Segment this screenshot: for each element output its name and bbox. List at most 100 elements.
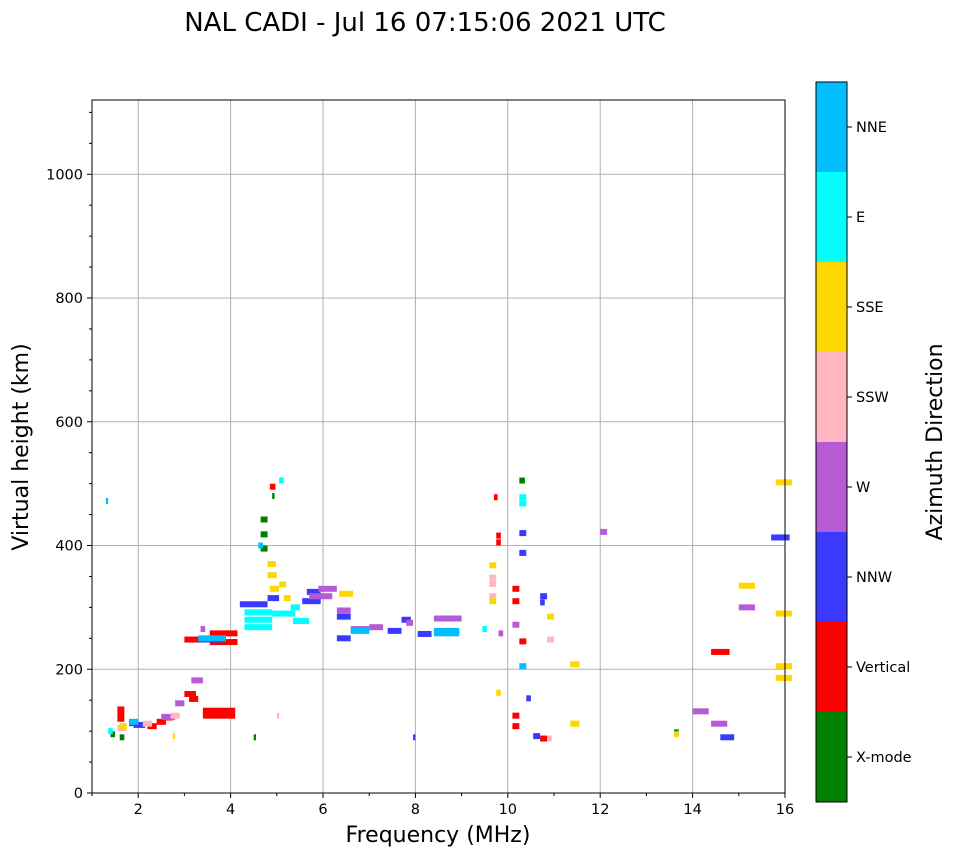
echo-point-sse bbox=[119, 723, 127, 730]
echo-point-vertical bbox=[184, 636, 201, 643]
echo-point-x-mode bbox=[519, 477, 525, 484]
x-tick-label: 16 bbox=[776, 802, 794, 818]
echo-point-vertical bbox=[496, 539, 501, 546]
colorbar-segment bbox=[816, 172, 847, 262]
colorbar-segment bbox=[816, 352, 847, 442]
x-tick-label: 6 bbox=[318, 802, 327, 818]
colorbar-frame bbox=[815, 81, 848, 803]
plot-marks bbox=[105, 477, 792, 742]
echo-point-w bbox=[406, 619, 414, 626]
echo-point-ssw bbox=[489, 574, 497, 581]
colorbar-segment bbox=[816, 82, 847, 172]
echo-point-e bbox=[290, 604, 300, 611]
echo-point-x-mode bbox=[260, 516, 268, 523]
echo-point-vertical bbox=[512, 723, 520, 730]
y-axis-title: Virtual height (km) bbox=[9, 343, 34, 550]
echo-point-w bbox=[336, 607, 351, 614]
echo-point-nnw bbox=[413, 734, 416, 741]
echo-point-nnw bbox=[533, 733, 541, 740]
echo-point-sse bbox=[775, 610, 792, 617]
x-tick-label: 10 bbox=[499, 802, 517, 818]
echo-point-vertical bbox=[202, 707, 236, 714]
echo-point-sse bbox=[570, 661, 580, 668]
grid-lines bbox=[92, 100, 786, 794]
echo-point-nnw bbox=[540, 599, 545, 606]
echo-point-e bbox=[292, 617, 310, 624]
echo-point-w bbox=[318, 585, 337, 592]
echo-point-w bbox=[309, 593, 333, 600]
echo-point-x-mode bbox=[260, 531, 268, 538]
colorbar-label: NNW bbox=[856, 570, 892, 586]
echo-point-e bbox=[519, 500, 527, 507]
colorbar-label: NNE bbox=[856, 120, 887, 136]
echo-point-vertical bbox=[189, 695, 199, 702]
echo-point-vertical bbox=[209, 630, 238, 637]
echo-point-nnw bbox=[306, 588, 321, 595]
colorbar-segment bbox=[816, 442, 847, 532]
colorbar-label: X-mode bbox=[856, 750, 912, 766]
echo-point-nnw bbox=[401, 616, 411, 623]
colorbar: X-mode Vertical NNW W SSW SSE E NNE bbox=[815, 81, 912, 803]
echo-point-e bbox=[244, 609, 273, 616]
echo-point-vertical bbox=[184, 691, 196, 697]
echo-point-x-mode bbox=[272, 493, 275, 499]
echo-point-w bbox=[191, 677, 203, 684]
echo-point-ssw bbox=[170, 712, 180, 719]
echo-point-w bbox=[161, 713, 176, 720]
x-axis-title: Frequency (MHz) bbox=[346, 823, 531, 848]
echo-point-nnw bbox=[519, 530, 527, 537]
echo-point-e bbox=[244, 616, 273, 623]
echo-point-vertical bbox=[117, 710, 125, 717]
colorbar-segment bbox=[816, 622, 847, 712]
echo-point-nnw bbox=[526, 695, 531, 702]
echo-point-vertical bbox=[209, 639, 238, 646]
echo-point-w bbox=[711, 720, 728, 727]
echo-point-sse bbox=[279, 581, 287, 588]
echo-point-sse bbox=[775, 663, 792, 670]
echo-point-x-mode bbox=[260, 545, 268, 552]
echo-point-sse bbox=[267, 572, 277, 579]
x-axis-ticks: 2 4 6 8 10 12 14 16 bbox=[91, 793, 794, 818]
echo-point-sse bbox=[489, 598, 497, 605]
echo-point-sse bbox=[547, 613, 554, 620]
echo-point-nne bbox=[105, 497, 109, 504]
echo-point-nnw bbox=[267, 595, 280, 602]
echo-point-w bbox=[498, 630, 504, 637]
echo-point-ssw bbox=[547, 735, 552, 742]
echo-point-vertical bbox=[711, 648, 730, 655]
echo-point-w bbox=[738, 604, 755, 611]
echo-point-x-mode bbox=[253, 734, 257, 741]
y-tick-label: 200 bbox=[55, 662, 83, 678]
echo-point-ssw bbox=[489, 593, 497, 600]
echo-point-nnw bbox=[417, 630, 432, 637]
echo-point-nne bbox=[198, 635, 226, 642]
echo-point-sse bbox=[283, 595, 291, 602]
echo-point-vertical bbox=[496, 532, 501, 539]
echo-point-vertical bbox=[202, 712, 236, 719]
echo-point-vertical bbox=[117, 706, 125, 713]
x-tick-label: 2 bbox=[134, 802, 143, 818]
colorbar-title: Azimuth Direction bbox=[923, 343, 948, 540]
x-tick-label: 12 bbox=[591, 802, 609, 818]
echo-point-sse bbox=[775, 479, 792, 486]
colorbar-segment bbox=[816, 712, 847, 802]
echo-point-w bbox=[369, 624, 384, 631]
echo-point-e bbox=[519, 494, 527, 501]
echo-point-sse bbox=[267, 561, 276, 568]
y-tick-label: 600 bbox=[55, 415, 83, 431]
echo-point-w bbox=[512, 621, 520, 628]
echo-point-sse bbox=[674, 731, 679, 738]
echo-point-ssw bbox=[142, 720, 153, 727]
echo-point-vertical bbox=[512, 712, 520, 719]
echo-point-vertical bbox=[493, 494, 498, 501]
echo-point-vertical bbox=[512, 585, 520, 592]
echo-point-e bbox=[482, 626, 488, 633]
echo-point-x-mode bbox=[110, 731, 116, 738]
echo-point-vertical bbox=[156, 718, 166, 725]
echo-point-nnw bbox=[239, 601, 268, 608]
echo-point-sse bbox=[775, 674, 792, 681]
y-tick-label: 400 bbox=[55, 539, 83, 555]
echo-point-nnw bbox=[336, 613, 351, 620]
echo-point-e bbox=[244, 624, 273, 631]
echo-point-x-mode bbox=[119, 734, 125, 741]
